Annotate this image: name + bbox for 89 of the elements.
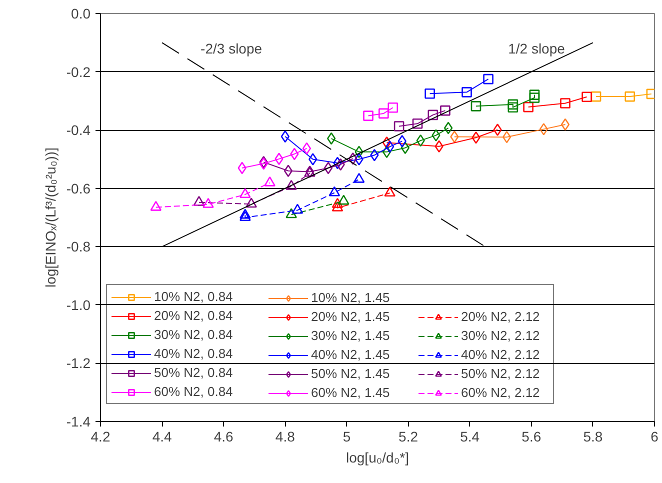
point	[400, 142, 410, 154]
y-tick-label: -1.0	[66, 296, 91, 313]
legend-label: 10% N2, 0.84	[154, 289, 233, 304]
annotation: -2/3 slope	[200, 40, 262, 57]
y-tick-label: -0.8	[66, 238, 91, 255]
point	[539, 123, 548, 136]
point	[353, 172, 365, 183]
point	[150, 200, 162, 211]
point	[385, 140, 394, 153]
point	[424, 88, 435, 99]
x-tick-label: 5.8	[583, 428, 603, 444]
point	[508, 99, 518, 110]
point	[363, 110, 374, 121]
point	[382, 136, 392, 149]
point	[428, 110, 438, 120]
y-tick-label: -0.6	[66, 180, 91, 196]
annotation: 1/2 slope	[508, 40, 566, 57]
y-axis-title: log[EINOₓ/(Lf³/(d₀²u₀))]	[42, 148, 58, 288]
legend-label: 40% N2, 1.45	[311, 347, 390, 362]
x-tick-label: 6	[650, 428, 659, 444]
x-tick-label: 5.4	[460, 428, 480, 444]
point	[462, 87, 472, 98]
x-tick-label: 5	[342, 428, 351, 444]
point	[560, 98, 570, 108]
legend-label: 50% N2, 2.12	[461, 366, 540, 381]
point	[382, 146, 392, 158]
x-tick-label: 5.2	[398, 428, 418, 444]
y-tick-label: -1.2	[66, 355, 91, 372]
point	[240, 211, 251, 222]
point	[354, 153, 364, 166]
point	[202, 198, 214, 208]
legend-label: 50% N2, 0.84	[154, 365, 233, 380]
point	[308, 153, 318, 166]
point	[292, 204, 304, 214]
point	[394, 121, 404, 132]
point	[240, 208, 251, 219]
point	[483, 74, 494, 84]
x-tick-label: 5.6	[522, 428, 542, 444]
point	[450, 130, 459, 143]
point	[508, 102, 518, 112]
legend-label: 30% N2, 2.12	[461, 328, 540, 343]
point	[624, 91, 636, 102]
point	[582, 92, 592, 102]
legend-label: 20% N2, 0.84	[154, 308, 233, 323]
point	[302, 142, 312, 155]
y-tick-label: -1.4	[66, 414, 91, 430]
x-tick-label: 4.4	[152, 428, 172, 444]
point	[529, 90, 540, 100]
point	[412, 118, 423, 129]
point	[193, 196, 205, 206]
legend-label: 60% N2, 0.84	[154, 384, 233, 399]
point	[472, 132, 480, 144]
point	[502, 130, 512, 144]
point	[246, 198, 257, 208]
point	[284, 164, 293, 178]
point	[240, 188, 251, 198]
legend-label: 20% N2, 1.45	[311, 309, 390, 324]
x-axis-title: log[u₀/d₀*]	[346, 450, 410, 466]
y-tick-label: -0.2	[66, 64, 91, 80]
legend-label: 20% N2, 2.12	[461, 309, 540, 324]
point	[286, 180, 297, 190]
point	[560, 118, 570, 131]
point	[523, 102, 534, 112]
y-tick-label: -0.4	[66, 122, 91, 138]
legend-label: 30% N2, 1.45	[311, 328, 390, 343]
point	[332, 201, 344, 212]
point	[388, 102, 398, 113]
point	[384, 186, 396, 197]
x-tick-label: 4.6	[214, 428, 234, 444]
legend-label: 50% N2, 1.45	[311, 366, 390, 381]
x-tick-label: 4.8	[275, 428, 296, 444]
point	[328, 186, 340, 196]
legend-label: 40% N2, 0.84	[154, 346, 233, 361]
point	[444, 122, 453, 134]
point	[529, 92, 540, 103]
point	[264, 176, 276, 186]
legend-label: 10% N2, 1.45	[311, 290, 390, 305]
point	[440, 105, 450, 116]
x-tick-label: 4.2	[90, 428, 110, 444]
point	[378, 108, 389, 119]
legend-label: 40% N2, 2.12	[461, 347, 540, 362]
point	[470, 101, 482, 112]
point	[432, 129, 440, 142]
point	[324, 162, 333, 174]
legend-label: 60% N2, 1.45	[311, 385, 390, 400]
point	[493, 124, 502, 136]
legend-label: 30% N2, 0.84	[154, 327, 233, 342]
legend-label: 60% N2, 2.12	[461, 385, 540, 400]
y-tick-label: 0.0	[71, 6, 91, 22]
